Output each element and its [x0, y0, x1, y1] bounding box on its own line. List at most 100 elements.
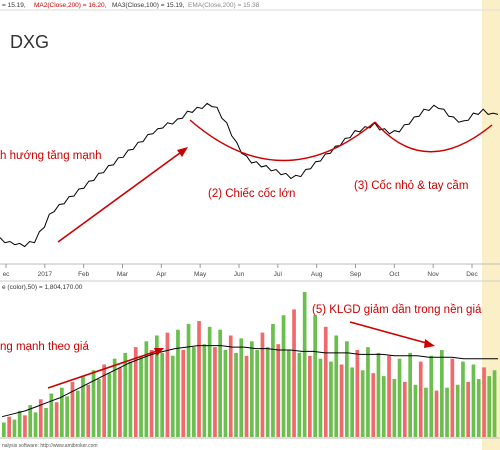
volume-base-arrow: [349, 321, 431, 345]
x-tick-label: Nov: [427, 271, 439, 278]
volume-bar: [371, 373, 376, 437]
volume-bar: [329, 361, 333, 437]
volume-bar: [308, 355, 312, 437]
volume-bar: [86, 384, 91, 437]
volume-bar: [91, 370, 96, 437]
volume-bar: [81, 376, 85, 437]
volume-bar: [276, 344, 281, 437]
volume-bar: [70, 381, 75, 437]
volume-bar: [2, 422, 6, 437]
x-tick-label: 2017: [38, 271, 53, 278]
header-ma3: MA3(Close,100) = 15.19,: [112, 2, 185, 9]
volume-arrow: [47, 349, 161, 389]
x-tick-label: Oct: [389, 271, 399, 278]
volume-bar: [403, 381, 407, 437]
volume-bar: [112, 358, 117, 437]
volume-bar: [424, 387, 428, 437]
volume-bar: [434, 390, 439, 437]
trend-arrowhead: [177, 147, 188, 157]
volume-bar: [28, 405, 33, 437]
volume-bar: [381, 376, 386, 437]
volume-bar: [160, 352, 164, 437]
volume-bar: [223, 350, 228, 437]
volume-bar: [286, 350, 291, 437]
volume-base-annotation: (5) KLGD giảm dần trong nền giá: [312, 304, 482, 316]
volume-bar: [139, 355, 143, 437]
x-tick-label: Jun: [234, 271, 245, 278]
x-tick-label: Feb: [78, 271, 90, 278]
volume-bar: [202, 344, 207, 437]
volume-bar: [339, 364, 344, 437]
volume-bar: [323, 326, 328, 437]
volume-bar: [476, 379, 481, 437]
volume-bar: [23, 415, 27, 438]
x-tick-label: ec: [3, 271, 11, 278]
volume-bar: [313, 315, 317, 437]
volume-bar: [455, 384, 460, 437]
volume-bar: [302, 292, 307, 437]
volume-bar: [334, 335, 339, 437]
volume-bar: [107, 373, 112, 437]
volume-bar: [17, 410, 22, 437]
volume-bar: [429, 355, 434, 437]
volume-bar: [255, 350, 259, 437]
volume-bar: [244, 355, 249, 437]
volume-bar: [292, 309, 296, 437]
volume-bar: [392, 379, 397, 437]
volume-bar: [450, 358, 455, 437]
volume-bar: [207, 326, 212, 437]
volume-bar: [38, 399, 43, 437]
volume-bar: [281, 315, 286, 437]
volume-bar: [445, 387, 449, 437]
volume-bar: [192, 347, 196, 437]
volume-bar: [234, 352, 238, 437]
volume-bar: [487, 376, 492, 437]
volume-bar: [418, 361, 423, 437]
volume-bar: [355, 350, 360, 437]
ticker-label: DXG: [10, 32, 49, 52]
volume-bar: [265, 347, 270, 437]
x-axis-ticks: ec 2017 Feb Mar Apr May Jun Jul Aug Sep Oct Nov Dec: [3, 264, 479, 278]
volume-bar: [60, 387, 64, 437]
volume-bar: [118, 367, 122, 437]
volume-bar: [44, 408, 48, 437]
volume-bar: [482, 367, 486, 437]
volume-bar: [239, 338, 244, 437]
big-cup-curve: [189, 119, 376, 162]
volume-bar: [49, 393, 54, 437]
volume-bar: [149, 350, 154, 437]
footer-credit: nalysis software: http://www.amibroker.c…: [2, 443, 98, 449]
small-cup-annotation: (3) Cốc nhỏ & tay cầm: [354, 180, 468, 192]
volume-bar: [181, 350, 186, 437]
volume-bar: [271, 323, 275, 437]
small-cup-curve: [374, 121, 493, 153]
x-tick-label: Aug: [311, 271, 323, 278]
trend-annotation: h hướng tăng mạnh: [0, 150, 102, 162]
volume-bar: [176, 329, 180, 437]
volume-bar: [413, 384, 418, 437]
volume-bar: [492, 370, 497, 437]
volume-bar: [97, 379, 101, 437]
volume-bar: [133, 347, 138, 437]
volume-bar: [440, 350, 444, 437]
volume-bar: [350, 367, 354, 437]
volume-bar: [297, 352, 302, 437]
volume-bars: [2, 292, 497, 438]
header-value: = 15.19,: [2, 2, 26, 9]
volume-bar: [123, 352, 128, 437]
volume-base-arrowhead: [424, 339, 435, 348]
volume-bar: [128, 361, 133, 437]
volume-bar: [170, 355, 175, 437]
volume-bar: [7, 416, 11, 437]
x-tick-label: May: [194, 271, 207, 278]
big-cup-annotation: (2) Chiếc cốc lớn: [208, 188, 295, 200]
volume-bar: [387, 355, 391, 437]
volume-bar: [466, 381, 470, 437]
volume-bar: [250, 341, 254, 437]
x-tick-label: Mar: [117, 271, 129, 278]
volume-bar: [228, 335, 233, 437]
x-tick-label: Jul: [274, 271, 283, 278]
volume-bar: [12, 419, 17, 437]
price-line: [0, 102, 499, 248]
